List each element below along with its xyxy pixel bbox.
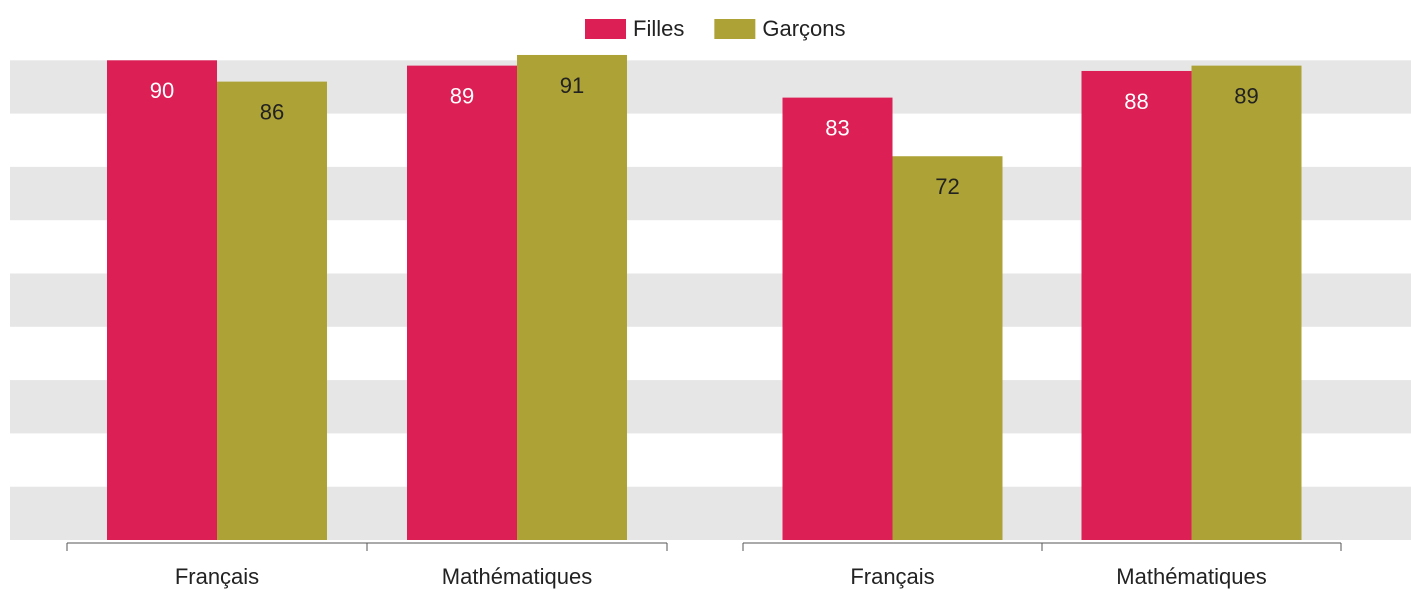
data-label: 88 <box>1124 89 1148 114</box>
data-label: 83 <box>825 115 849 140</box>
x-tick-label: Français <box>850 564 934 589</box>
legend-swatch <box>585 19 626 39</box>
x-tick-label: Mathématiques <box>442 564 592 589</box>
data-label: 91 <box>560 73 584 98</box>
data-label: 86 <box>260 99 284 124</box>
bar <box>107 60 217 541</box>
legend-swatch <box>714 19 756 39</box>
data-label: 89 <box>450 83 474 108</box>
bar <box>517 54 627 540</box>
bar <box>1081 70 1192 541</box>
data-label: 89 <box>1234 83 1258 108</box>
x-tick-label: Mathématiques <box>1116 564 1266 589</box>
bar <box>407 65 517 540</box>
data-label: 72 <box>935 174 959 199</box>
data-label: 90 <box>150 78 174 103</box>
legend-label: Filles <box>633 16 684 41</box>
bar <box>1191 65 1302 540</box>
legend-label: Garçons <box>762 16 845 41</box>
x-tick-label: Français <box>175 564 259 589</box>
bar <box>782 97 893 541</box>
bar <box>217 81 327 541</box>
bar <box>892 156 1003 541</box>
